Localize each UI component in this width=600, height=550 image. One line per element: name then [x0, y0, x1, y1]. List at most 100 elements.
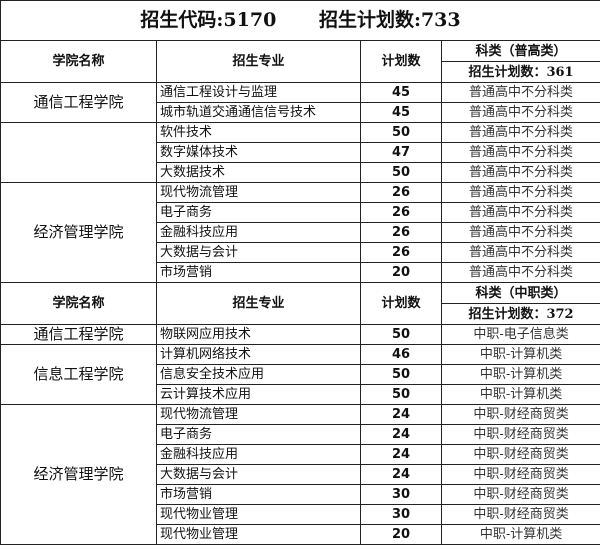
category: 普通高中不分科类 [440, 122, 600, 143]
major-name: 城市轨道交通通信信号技术 [156, 102, 361, 123]
title-row: 招生代码:5170 招生计划数:733 [0, 0, 600, 41]
plan-count: 24 [360, 464, 442, 485]
plan-count: 50 [360, 384, 442, 405]
plan-count: 50 [360, 364, 442, 385]
header-plan: 计划数 [360, 282, 442, 325]
enrollment-code: 招生代码:5170 [140, 9, 277, 31]
major-name: 物联网应用技术 [156, 324, 361, 345]
category: 普通高中不分科类 [440, 102, 600, 123]
table-row: 软件技术 50 普通高中不分科类 [0, 122, 600, 183]
table-row: 电子商务 26 普通高中不分科类 [1, 202, 600, 223]
header-category: 科类（中职类） [440, 282, 600, 304]
category: 普通高中不分科类 [440, 222, 600, 243]
category: 中职-财经商贸类 [440, 404, 600, 425]
table-row: 金融科技应用 26 普通高中不分科类 [1, 222, 600, 243]
plan-count: 26 [360, 222, 442, 243]
header-category-plan: 招生计划数：361 [440, 61, 600, 83]
major-name: 通信工程设计与监理 [156, 82, 361, 103]
category: 普通高中不分科类 [440, 202, 600, 223]
major-name: 云计算技术应用 [156, 384, 361, 405]
header-category: 科类（普高类） [440, 40, 600, 62]
category: 普通高中不分科类 [440, 182, 600, 203]
major-name: 市场营销 [156, 484, 361, 505]
plan-count: 24 [360, 444, 442, 465]
plan-count: 50 [360, 324, 442, 345]
header-college: 学院名称 [0, 282, 157, 325]
plan-count: 47 [360, 142, 442, 163]
table-title: 招生代码:5170 招生计划数:733 [0, 0, 600, 41]
plan-count: 30 [360, 504, 442, 525]
category: 中职-财经商贸类 [440, 444, 600, 465]
plan-count: 50 [360, 162, 442, 183]
category: 普通高中不分科类 [440, 262, 600, 283]
college-name: 经济管理学院 [0, 404, 157, 545]
category: 中职-电子信息类 [440, 324, 600, 345]
header-major: 招生专业 [156, 282, 361, 325]
table-row: 大数据与会计 24 中职-财经商贸类 [1, 464, 600, 485]
category: 中职-财经商贸类 [440, 424, 600, 445]
table-row: 大数据与会计 26 普通高中不分科类 [1, 242, 600, 263]
plan-count: 24 [360, 424, 442, 445]
plan-count: 45 [360, 82, 442, 103]
header-plan: 计划数 [360, 40, 442, 83]
major-name: 现代物流管理 [156, 404, 361, 425]
table-row: 信息安全技术应用 50 中职-计算机类 [1, 364, 600, 385]
category: 中职-计算机类 [440, 344, 600, 365]
major-name: 金融科技应用 [156, 444, 361, 465]
plan-count: 20 [360, 262, 442, 283]
category: 普通高中不分科类 [440, 242, 600, 263]
major-name: 金融科技应用 [156, 222, 361, 243]
major-name: 软件技术 [156, 122, 361, 143]
enrollment-total: 招生计划数:733 [318, 9, 461, 31]
college-name: 通信工程学院 [0, 82, 157, 123]
header-major: 招生专业 [156, 40, 361, 83]
plan-count: 26 [360, 202, 442, 223]
college-name: 信息工程学院 [0, 344, 157, 405]
table-row: 通信工程学院 通信工程设计与监理 45 普通高中不分科类 [0, 82, 600, 123]
table-row: 市场营销 20 普通高中不分科类 [1, 262, 600, 283]
major-name: 大数据技术 [156, 162, 361, 183]
college-name [0, 122, 157, 183]
plan-count: 24 [360, 404, 442, 425]
table-row: 信息工程学院 计算机网络技术 46 中职-计算机类 [0, 344, 600, 405]
table-row: 现代物业管理 30 中职-财经商贸类 [1, 504, 600, 525]
plan-count: 30 [360, 484, 442, 505]
category: 普通高中不分科类 [440, 162, 600, 183]
college-name: 经济管理学院 [0, 182, 157, 283]
major-name: 现代物流管理 [156, 182, 361, 203]
header-college: 学院名称 [0, 40, 157, 83]
table-row: 通信工程学院 物联网应用技术 50 中职-电子信息类 [0, 324, 600, 345]
category: 中职-财经商贸类 [440, 464, 600, 485]
major-name: 信息安全技术应用 [156, 364, 361, 385]
major-name: 电子商务 [156, 202, 361, 223]
major-name: 现代物业管理 [156, 524, 361, 545]
college-name: 通信工程学院 [0, 324, 157, 345]
plan-count: 26 [360, 242, 442, 263]
category: 中职-财经商贸类 [440, 484, 600, 505]
plan-count: 46 [360, 344, 442, 365]
category: 中职-计算机类 [440, 384, 600, 405]
major-name: 市场营销 [156, 262, 361, 283]
category: 普通高中不分科类 [440, 142, 600, 163]
category: 中职-财经商贸类 [440, 504, 600, 525]
plan-count: 50 [360, 122, 442, 143]
plan-count: 20 [360, 524, 442, 545]
table-row: 现代物业管理 20 中职-计算机类 [1, 524, 600, 545]
header-row: 学院名称 招生专业 计划数 科类（普高类） [0, 40, 600, 83]
plan-count: 45 [360, 102, 442, 123]
category: 中职-计算机类 [440, 524, 600, 545]
header-category-plan: 招生计划数：372 [440, 303, 600, 325]
header-row: 学院名称 招生专业 计划数 科类（中职类） [0, 282, 600, 325]
major-name: 大数据与会计 [156, 464, 361, 485]
category: 普通高中不分科类 [440, 82, 600, 103]
plan-count: 26 [360, 182, 442, 203]
table-row: 经济管理学院 现代物流管理 24 中职-财经商贸类 [0, 404, 600, 545]
major-name: 数字媒体技术 [156, 142, 361, 163]
category: 中职-计算机类 [440, 364, 600, 385]
major-name: 大数据与会计 [156, 242, 361, 263]
table-row: 金融科技应用 24 中职-财经商贸类 [1, 444, 600, 465]
table-row: 经济管理学院 现代物流管理 26 普通高中不分科类 [0, 182, 600, 283]
major-name: 计算机网络技术 [156, 344, 361, 365]
major-name: 现代物业管理 [156, 504, 361, 525]
